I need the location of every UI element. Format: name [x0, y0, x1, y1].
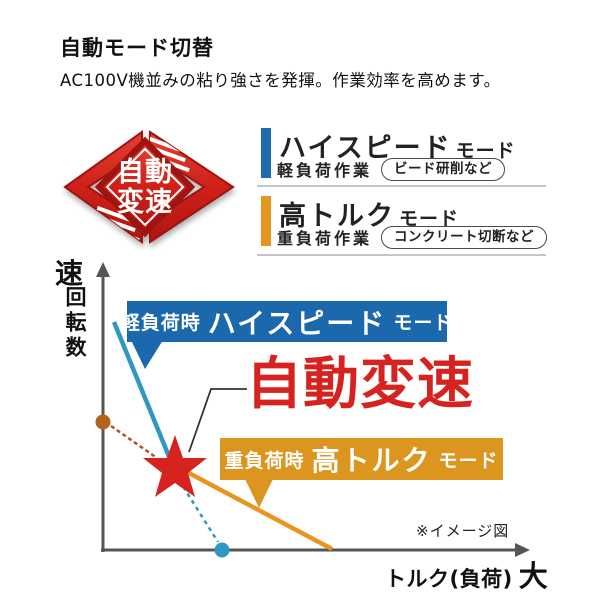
y-axis-arrow-icon	[96, 262, 110, 277]
page-subtitle: AC100V機並みの粘り強さを発揮。作業効率を高めます。	[60, 71, 501, 90]
badge-diamond-inner-line	[105, 147, 185, 227]
high-torque-mode-subrow: 重負荷作業 コンクリート切断など	[277, 225, 548, 249]
high-torque-start-dot	[95, 414, 111, 430]
high-speed-callout-prefix: 軽負荷時	[120, 312, 201, 334]
high-torque-mode-title: 高トルク モード	[279, 194, 459, 233]
high-torque-mode-suffix: モード	[399, 208, 460, 230]
badge-text-line2: 変速	[117, 186, 173, 218]
high-speed-line	[111, 321, 173, 460]
auto-shift-annotation: 自動変速	[246, 352, 474, 417]
high-torque-line-dashed	[110, 424, 158, 460]
high-speed-callout-main: ハイスピード	[207, 306, 387, 340]
high-speed-example-pill: ビード研削など	[381, 157, 506, 181]
annotation-leader-line	[188, 388, 247, 453]
high-torque-accent-bar	[261, 196, 271, 246]
y-axis-top-label: 速	[55, 257, 84, 290]
high-speed-load-type: 軽負荷作業	[277, 161, 373, 180]
high-torque-callout: 重負荷時 高トルク モード	[220, 438, 503, 480]
high-torque-load-type: 重負荷作業	[277, 229, 373, 248]
high-speed-callout: 軽負荷時 ハイスピード モード	[121, 301, 452, 342]
chart-note: ※イメージ図	[416, 522, 510, 540]
high-speed-callout-suffix: モード	[393, 312, 454, 334]
x-axis-end-label: 大	[518, 559, 548, 593]
x-axis-label: トルク(負荷) 大	[385, 553, 548, 595]
blue-callout-tail	[131, 340, 163, 369]
page-title: 自動モード切替	[60, 36, 214, 60]
high-torque-mode-name: 高トルク	[279, 201, 395, 232]
auto-shift-badge: 自動 変速	[63, 130, 235, 244]
badge-text-line1: 自動	[117, 156, 173, 188]
badge-diamond	[94, 136, 196, 238]
high-torque-callout-prefix: 重負荷時	[224, 449, 305, 472]
high-speed-mode-subrow: 軽負荷作業 ビード研削など	[277, 157, 506, 181]
high-speed-accent-bar	[261, 128, 271, 178]
high-torque-callout-main: 高トルク	[311, 444, 432, 477]
x-axis-label-name: トルク(負荷)	[385, 567, 513, 591]
x-axis-arrow-icon	[515, 543, 530, 557]
orange-callout-tail	[244, 477, 274, 508]
high-torque-example-pill: コンクリート切断など	[381, 225, 548, 249]
y-axis-label: 回転数	[63, 286, 87, 361]
high-speed-end-dot	[214, 542, 230, 558]
mode-divider-1	[257, 185, 546, 187]
high-torque-line	[185, 470, 334, 551]
high-torque-callout-suffix: モード	[438, 449, 499, 472]
switch-point-star-icon	[143, 435, 207, 497]
mode-divider-2	[257, 254, 546, 256]
high-speed-mode-suffix: モード	[455, 140, 516, 162]
